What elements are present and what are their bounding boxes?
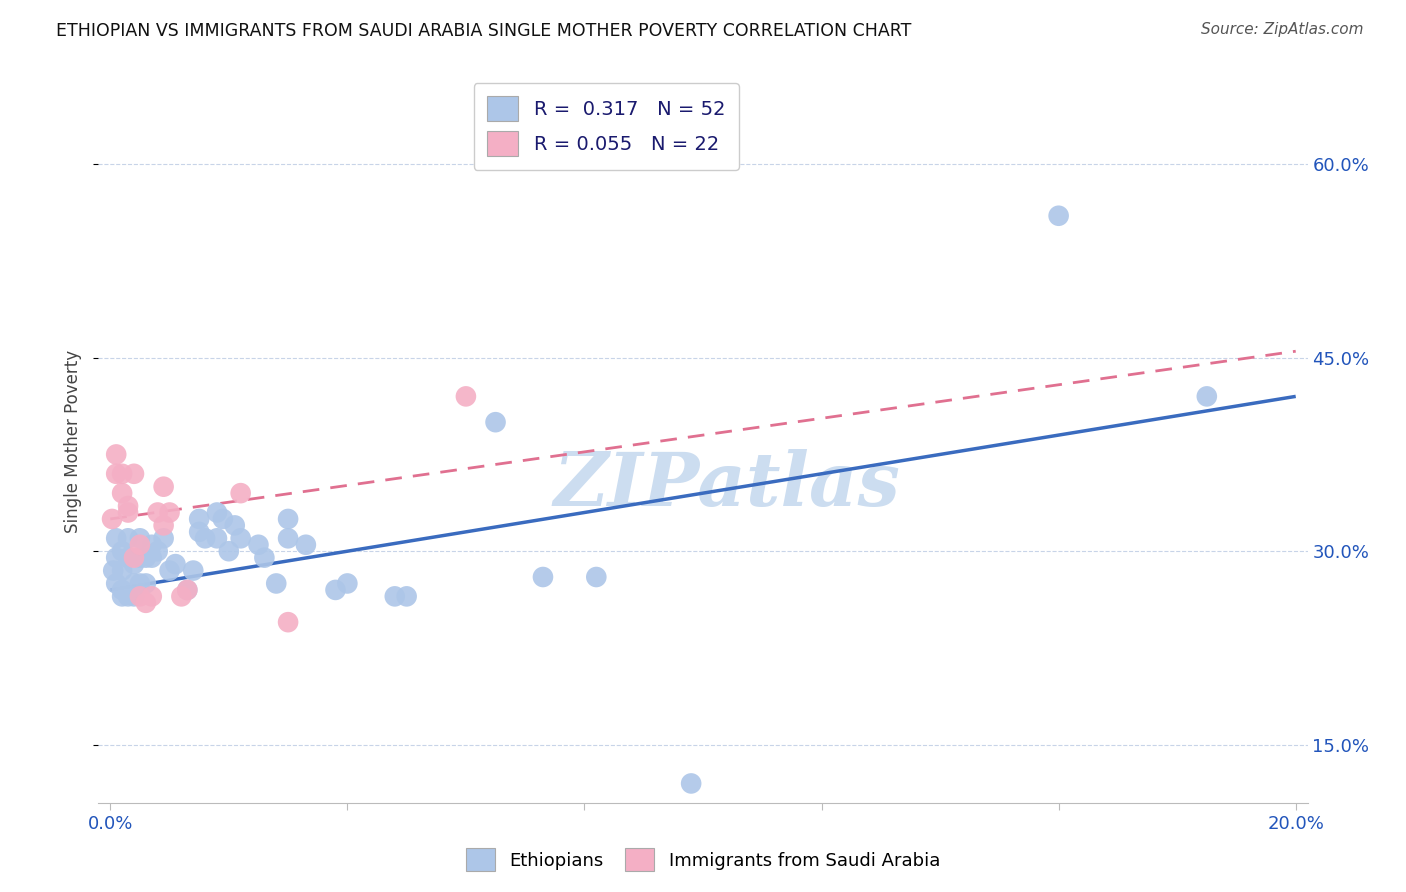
Point (170, 590, 193, 604)
Point (253, 550, 276, 565)
Point (101, 512, 124, 526)
Point (484, 415, 506, 429)
Point (129, 531, 152, 545)
Point (122, 590, 145, 604)
Point (395, 590, 418, 604)
Point (105, 447, 128, 461)
Point (176, 582, 198, 597)
Point (159, 506, 181, 520)
Point (141, 590, 163, 604)
Point (111, 467, 134, 481)
Point (105, 531, 128, 545)
Point (205, 531, 228, 545)
Text: Source: ZipAtlas.com: Source: ZipAtlas.com (1201, 22, 1364, 37)
Point (585, 570, 607, 584)
Point (129, 590, 152, 604)
Point (122, 550, 145, 565)
Point (111, 590, 134, 604)
Point (165, 557, 187, 571)
Point (152, 531, 174, 545)
Point (277, 615, 299, 630)
Y-axis label: Single Mother Poverty: Single Mother Poverty (65, 350, 83, 533)
Point (105, 467, 128, 481)
Point (336, 576, 359, 591)
Point (531, 570, 554, 584)
Point (384, 590, 406, 604)
Point (264, 576, 287, 591)
Point (212, 512, 235, 526)
Point (454, 389, 477, 403)
Text: ZIPatlas: ZIPatlas (554, 449, 901, 521)
Point (277, 531, 299, 545)
Point (111, 486, 134, 500)
Point (111, 582, 134, 597)
Text: ETHIOPIAN VS IMMIGRANTS FROM SAUDI ARABIA SINGLE MOTHER POVERTY CORRELATION CHAR: ETHIOPIAN VS IMMIGRANTS FROM SAUDI ARABI… (56, 22, 911, 40)
Point (105, 550, 128, 565)
Point (135, 596, 157, 610)
Point (122, 557, 145, 571)
Point (188, 512, 211, 526)
Point (1047, 209, 1070, 223)
Point (218, 544, 240, 558)
Point (229, 531, 252, 545)
Point (105, 576, 128, 591)
Point (277, 512, 299, 526)
Point (295, 538, 318, 552)
Point (205, 506, 228, 520)
Point (325, 582, 347, 597)
Point (129, 576, 152, 591)
Point (122, 576, 145, 591)
Point (117, 531, 139, 545)
Point (129, 550, 152, 565)
Point (122, 467, 145, 481)
Point (141, 538, 163, 552)
Point (1195, 389, 1218, 403)
Point (117, 590, 139, 604)
Point (135, 576, 157, 591)
Point (188, 524, 211, 539)
Point (159, 564, 181, 578)
Point (681, 776, 703, 790)
Point (181, 564, 204, 578)
Legend: R =  0.317   N = 52, R = 0.055   N = 22: R = 0.317 N = 52, R = 0.055 N = 22 (474, 83, 740, 169)
Point (146, 506, 169, 520)
Point (229, 486, 252, 500)
Point (194, 531, 217, 545)
Point (117, 506, 139, 520)
Point (176, 582, 198, 597)
Point (111, 564, 134, 578)
Point (224, 518, 246, 533)
Point (146, 544, 169, 558)
Point (129, 538, 152, 552)
Point (247, 538, 270, 552)
Point (117, 550, 139, 565)
Point (152, 480, 174, 494)
Point (152, 518, 174, 533)
Point (141, 550, 163, 565)
Point (111, 544, 134, 558)
Point (135, 550, 157, 565)
Point (117, 499, 139, 513)
Point (103, 564, 125, 578)
Legend: Ethiopians, Immigrants from Saudi Arabia: Ethiopians, Immigrants from Saudi Arabia (458, 841, 948, 879)
